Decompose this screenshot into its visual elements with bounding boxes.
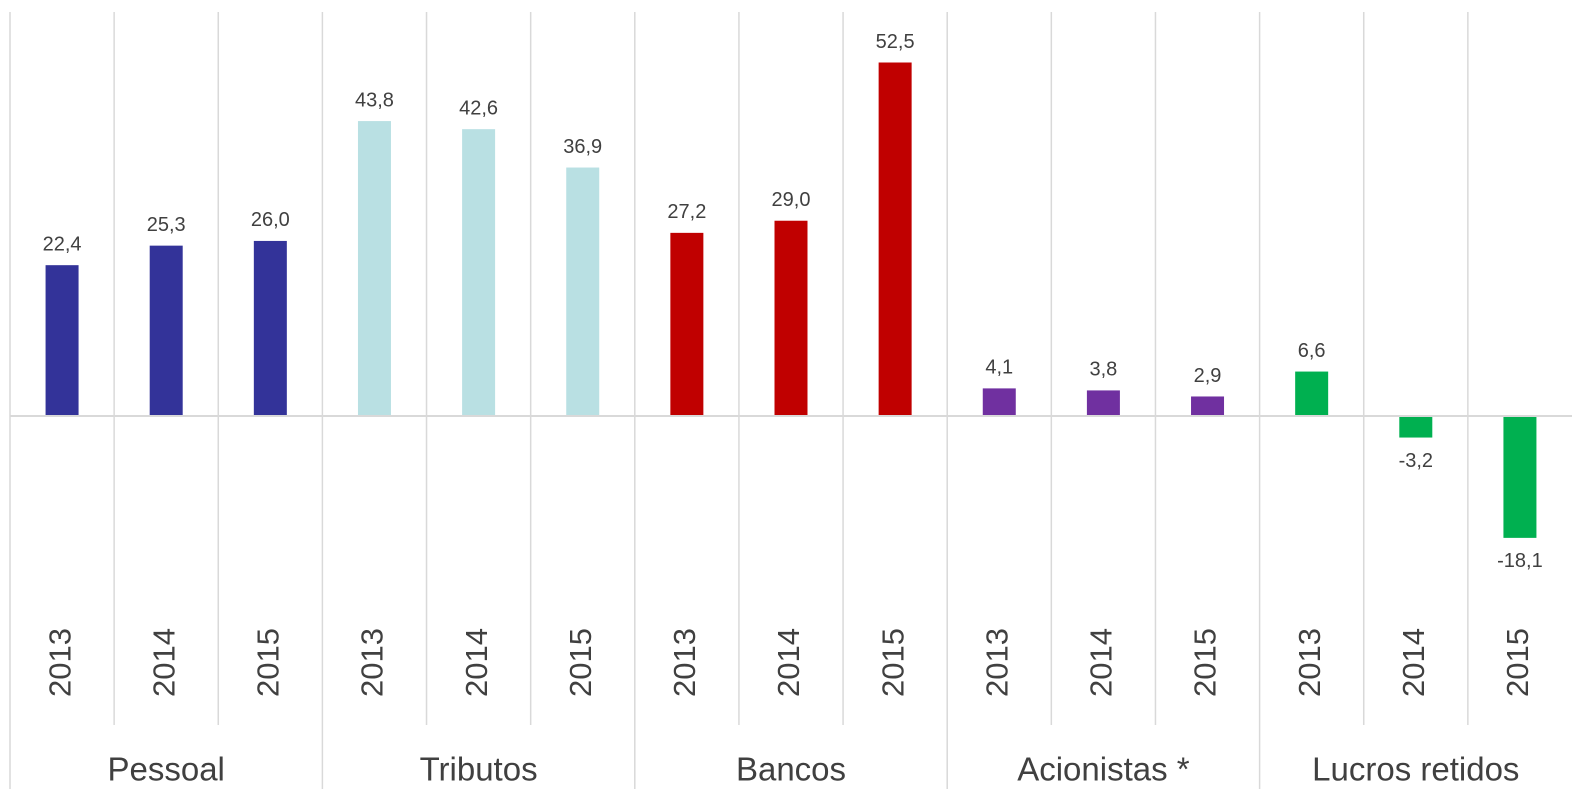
bar <box>878 62 912 416</box>
bar <box>1399 416 1433 438</box>
value-label: 22,4 <box>43 233 82 255</box>
bar <box>1503 416 1537 538</box>
bar <box>149 245 183 416</box>
value-label: 2,9 <box>1194 365 1222 387</box>
bar <box>45 265 79 416</box>
x-tick-label: 2014 <box>146 628 181 697</box>
x-tick-label: 2013 <box>1292 628 1327 697</box>
value-label: 42,6 <box>459 97 498 119</box>
x-tick-label: 2013 <box>355 628 390 697</box>
x-tick-label: 2015 <box>1500 628 1535 697</box>
x-tick-label: 2014 <box>459 628 494 697</box>
bar <box>253 240 287 416</box>
value-label: 26,0 <box>251 209 290 231</box>
value-label: -3,2 <box>1399 450 1433 472</box>
group-label: Lucros retidos <box>1312 751 1519 788</box>
bar <box>982 388 1016 416</box>
bar <box>1086 390 1120 416</box>
x-tick-label: 2014 <box>771 628 806 697</box>
bar <box>670 232 704 416</box>
value-label: 25,3 <box>147 214 186 236</box>
x-tick-label: 2014 <box>1084 628 1119 697</box>
bar <box>1295 371 1329 416</box>
group-label: Tributos <box>420 751 538 788</box>
group-label: Acionistas * <box>1017 751 1190 788</box>
x-tick-label: 2015 <box>251 628 286 697</box>
bar <box>1191 396 1225 416</box>
value-label: 52,5 <box>876 31 915 53</box>
bar <box>566 167 600 416</box>
x-tick-label: 2014 <box>1396 628 1431 697</box>
bar <box>462 129 496 416</box>
value-label: 36,9 <box>563 136 602 158</box>
value-label: 6,6 <box>1298 340 1326 362</box>
x-tick-label: 2015 <box>875 628 910 697</box>
x-tick-label: 2015 <box>563 628 598 697</box>
value-label: 29,0 <box>772 189 811 211</box>
group-label: Bancos <box>736 751 846 788</box>
group-label: Pessoal <box>107 751 224 788</box>
value-label: 27,2 <box>667 201 706 223</box>
value-label: 3,8 <box>1089 359 1117 381</box>
x-tick-label: 2015 <box>1188 628 1223 697</box>
x-tick-label: 2013 <box>42 628 77 697</box>
bar <box>357 121 391 416</box>
value-label: 43,8 <box>355 89 394 111</box>
bar <box>774 220 808 416</box>
value-label: 4,1 <box>985 357 1013 379</box>
x-tick-label: 2013 <box>667 628 702 697</box>
value-label: -18,1 <box>1497 550 1543 572</box>
x-tick-label: 2013 <box>979 628 1014 697</box>
